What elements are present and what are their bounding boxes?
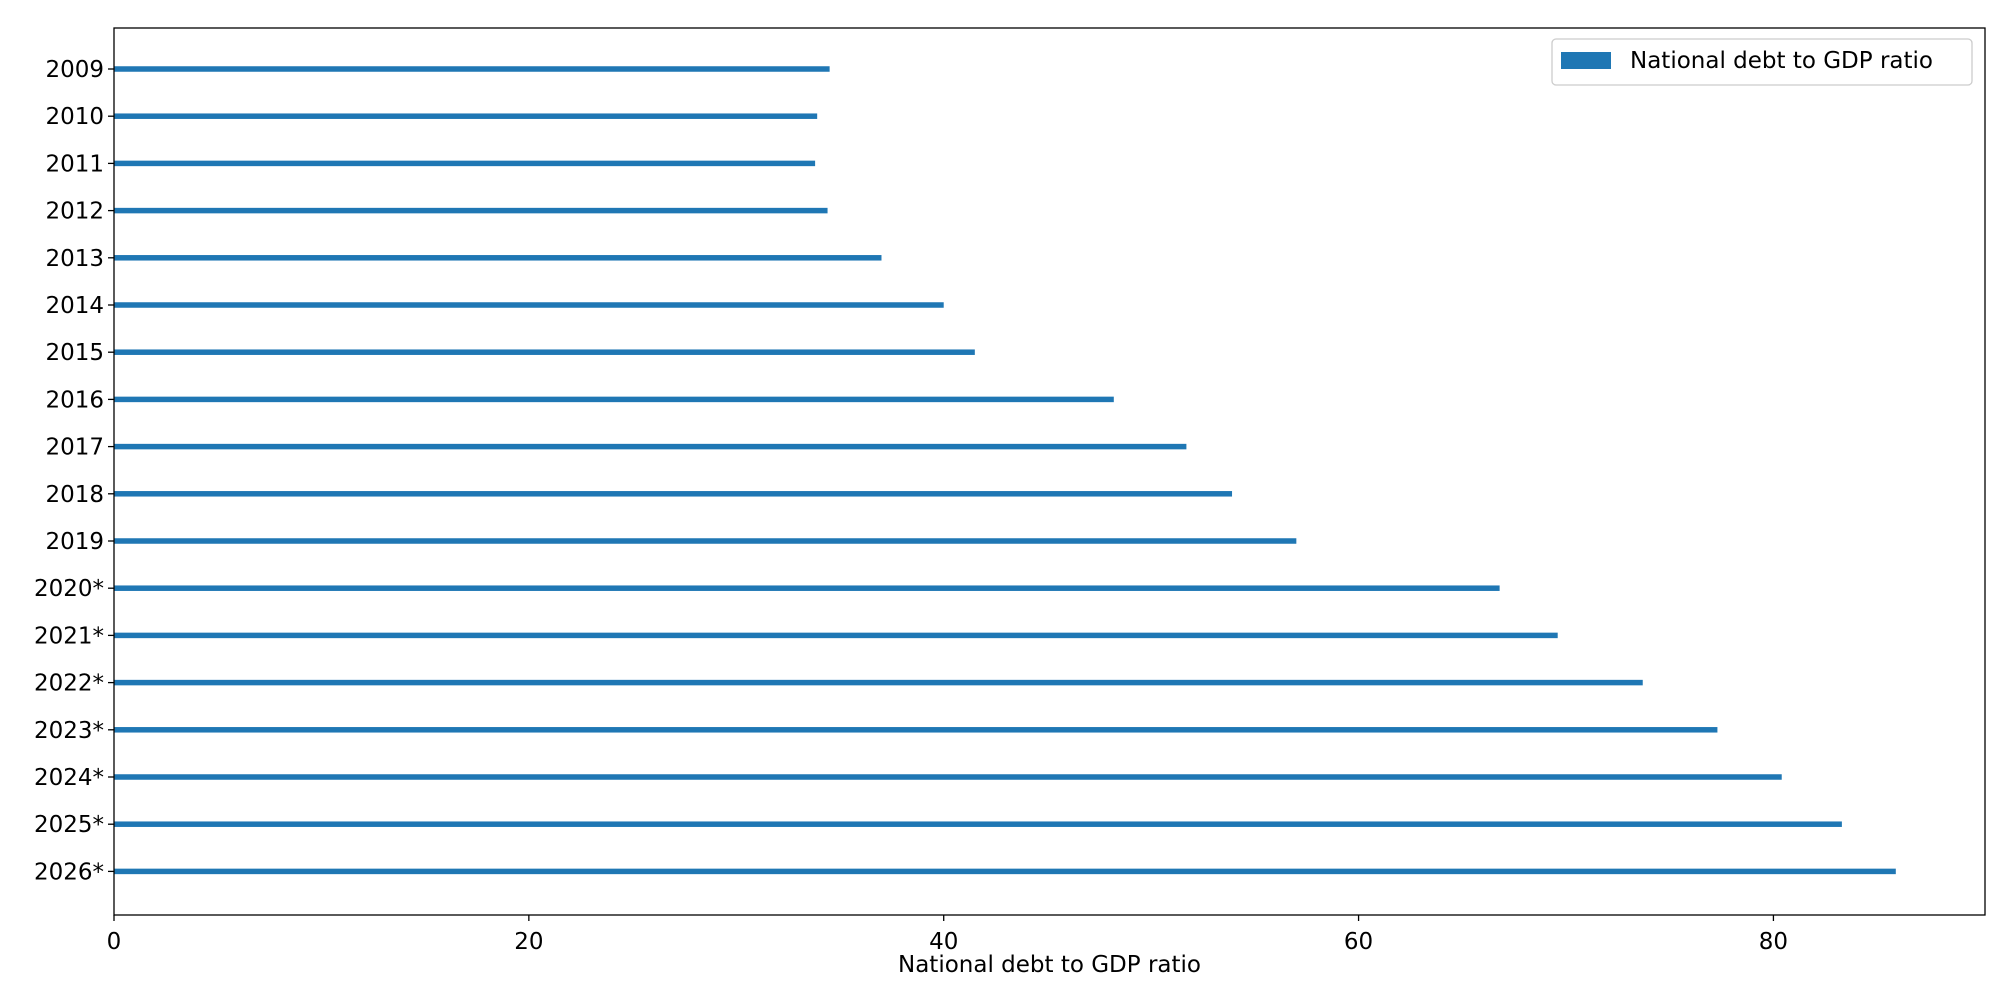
bar [114,302,944,308]
legend: National debt to GDP ratio [1551,38,1973,86]
x-axis-ticks: 0 20 40 60 80 [107,915,1788,955]
bar [114,679,1643,686]
bar [114,66,830,72]
y-tick-label: 2011 [45,151,104,177]
x-tick-label: 20 [514,929,543,955]
y-tick-label: 2018 [45,482,104,508]
y-tick-label: 2019 [45,529,104,555]
y-tick-label: 2024* [34,765,104,791]
y-tick-label: 2012 [45,199,104,225]
bar [114,113,818,119]
bar [114,821,1842,827]
bar [114,632,1558,639]
y-tick-label: 2009 [45,57,104,83]
y-tick-label: 2013 [45,246,104,272]
y-tick-label: 2010 [45,104,104,130]
bar [114,774,1782,780]
y-tick-label: 2017 [45,435,104,461]
y-tick-label: 2020* [34,576,104,602]
bar [114,349,975,355]
y-tick-label: 2026* [34,859,104,885]
x-tick-label: 0 [107,929,122,955]
legend-swatch [1561,52,1611,69]
bar [114,396,1114,403]
bar [114,868,1896,875]
y-tick-label: 2022* [34,671,104,697]
y-tick-label: 2016 [45,387,104,413]
bar [114,491,1233,497]
x-tick-label: 40 [929,929,958,955]
y-tick-label: 2025* [34,812,104,838]
x-tick-label: 80 [1759,929,1788,955]
bars-group [114,66,1896,875]
bar [114,727,1718,733]
legend-label: National debt to GDP ratio [1630,48,1933,74]
bar [114,160,816,167]
y-tick-label: 2014 [45,293,104,319]
bar [114,255,882,261]
bar [114,585,1500,591]
y-tick-label: 2021* [34,623,104,649]
x-axis-label: National debt to GDP ratio [898,952,1201,978]
legend-box [1551,38,1973,86]
bar [114,443,1187,450]
bar [114,207,828,214]
y-axis-ticks: 2009 2010 2011 2012 2013 2014 2015 2016 2017 2018… [34,57,114,885]
bar [114,538,1297,544]
y-tick-label: 2015 [45,340,104,366]
plot-area-frame [113,27,1986,916]
y-tick-label: 2023* [34,718,104,744]
x-tick-label: 60 [1344,929,1373,955]
